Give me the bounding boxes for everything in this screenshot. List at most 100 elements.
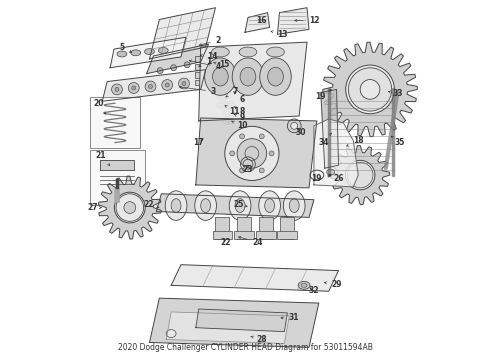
Ellipse shape [225,126,279,180]
Text: 22: 22 [220,238,231,247]
Ellipse shape [237,139,267,168]
Text: 31: 31 [281,313,299,322]
Ellipse shape [229,191,251,220]
Bar [195,72,217,78]
Circle shape [259,168,264,173]
Ellipse shape [225,86,231,89]
Polygon shape [156,194,314,217]
Circle shape [165,83,169,87]
Polygon shape [199,42,307,121]
Ellipse shape [239,47,257,57]
Ellipse shape [291,122,297,129]
Circle shape [115,192,145,223]
Circle shape [345,160,375,190]
Ellipse shape [268,67,283,86]
Text: 7: 7 [226,87,238,97]
Ellipse shape [171,199,181,212]
Ellipse shape [265,199,274,212]
Bar [277,231,297,239]
Ellipse shape [245,147,259,160]
Polygon shape [323,42,417,137]
Ellipse shape [235,199,245,212]
Ellipse shape [217,93,228,100]
Circle shape [240,168,245,173]
Polygon shape [147,44,209,74]
Circle shape [346,65,394,114]
Ellipse shape [166,330,176,338]
Text: 4: 4 [189,60,221,71]
Ellipse shape [131,50,141,56]
Ellipse shape [212,47,229,57]
Ellipse shape [283,191,305,220]
Text: 30: 30 [296,128,306,137]
Ellipse shape [213,67,228,86]
Circle shape [269,151,274,156]
Circle shape [115,87,119,91]
Ellipse shape [225,120,231,122]
Bar [91,150,145,204]
Circle shape [145,81,156,92]
Polygon shape [196,309,287,332]
Ellipse shape [205,58,236,95]
Circle shape [112,84,122,95]
Text: 32: 32 [309,286,319,295]
Circle shape [348,68,392,111]
Circle shape [171,65,176,71]
Circle shape [116,194,144,221]
Text: 5: 5 [120,42,132,52]
Circle shape [230,151,235,156]
Polygon shape [196,118,317,188]
Ellipse shape [327,169,335,175]
Ellipse shape [222,117,234,124]
Polygon shape [331,145,390,204]
Ellipse shape [298,282,310,289]
Text: 13: 13 [271,30,288,39]
Circle shape [182,82,186,85]
Ellipse shape [195,191,217,220]
Circle shape [178,78,189,89]
Circle shape [162,80,172,90]
Polygon shape [100,160,134,170]
Text: 24: 24 [239,237,263,247]
Ellipse shape [222,102,234,109]
Text: 33: 33 [389,89,403,98]
Circle shape [184,62,190,68]
Ellipse shape [220,95,225,98]
Text: 28: 28 [251,335,267,344]
Bar [195,56,217,62]
Ellipse shape [260,58,291,95]
Bar [91,97,140,148]
Text: 9: 9 [234,113,245,122]
Text: 20: 20 [93,99,105,114]
Ellipse shape [267,47,284,57]
Bar [256,231,275,239]
Polygon shape [166,312,289,343]
Ellipse shape [217,102,228,109]
Text: 26: 26 [329,174,344,183]
Bar [213,231,232,239]
Bar [216,217,229,239]
Text: 23: 23 [243,165,253,174]
Text: 19: 19 [312,174,330,183]
Bar [195,64,217,70]
Circle shape [132,86,136,90]
Ellipse shape [165,191,187,220]
Ellipse shape [289,199,299,212]
Ellipse shape [201,199,211,212]
Text: 3: 3 [179,86,216,96]
Text: 2: 2 [199,36,221,46]
Ellipse shape [225,112,231,114]
Ellipse shape [222,84,234,91]
Circle shape [148,85,152,89]
Ellipse shape [240,67,256,86]
Ellipse shape [232,58,264,95]
Circle shape [157,68,163,74]
Text: 29: 29 [324,280,342,289]
Polygon shape [171,265,339,291]
Text: 17: 17 [194,138,204,147]
Ellipse shape [108,193,126,207]
Ellipse shape [225,104,231,107]
Text: 18: 18 [346,136,364,146]
Polygon shape [102,70,206,101]
Polygon shape [321,89,339,168]
